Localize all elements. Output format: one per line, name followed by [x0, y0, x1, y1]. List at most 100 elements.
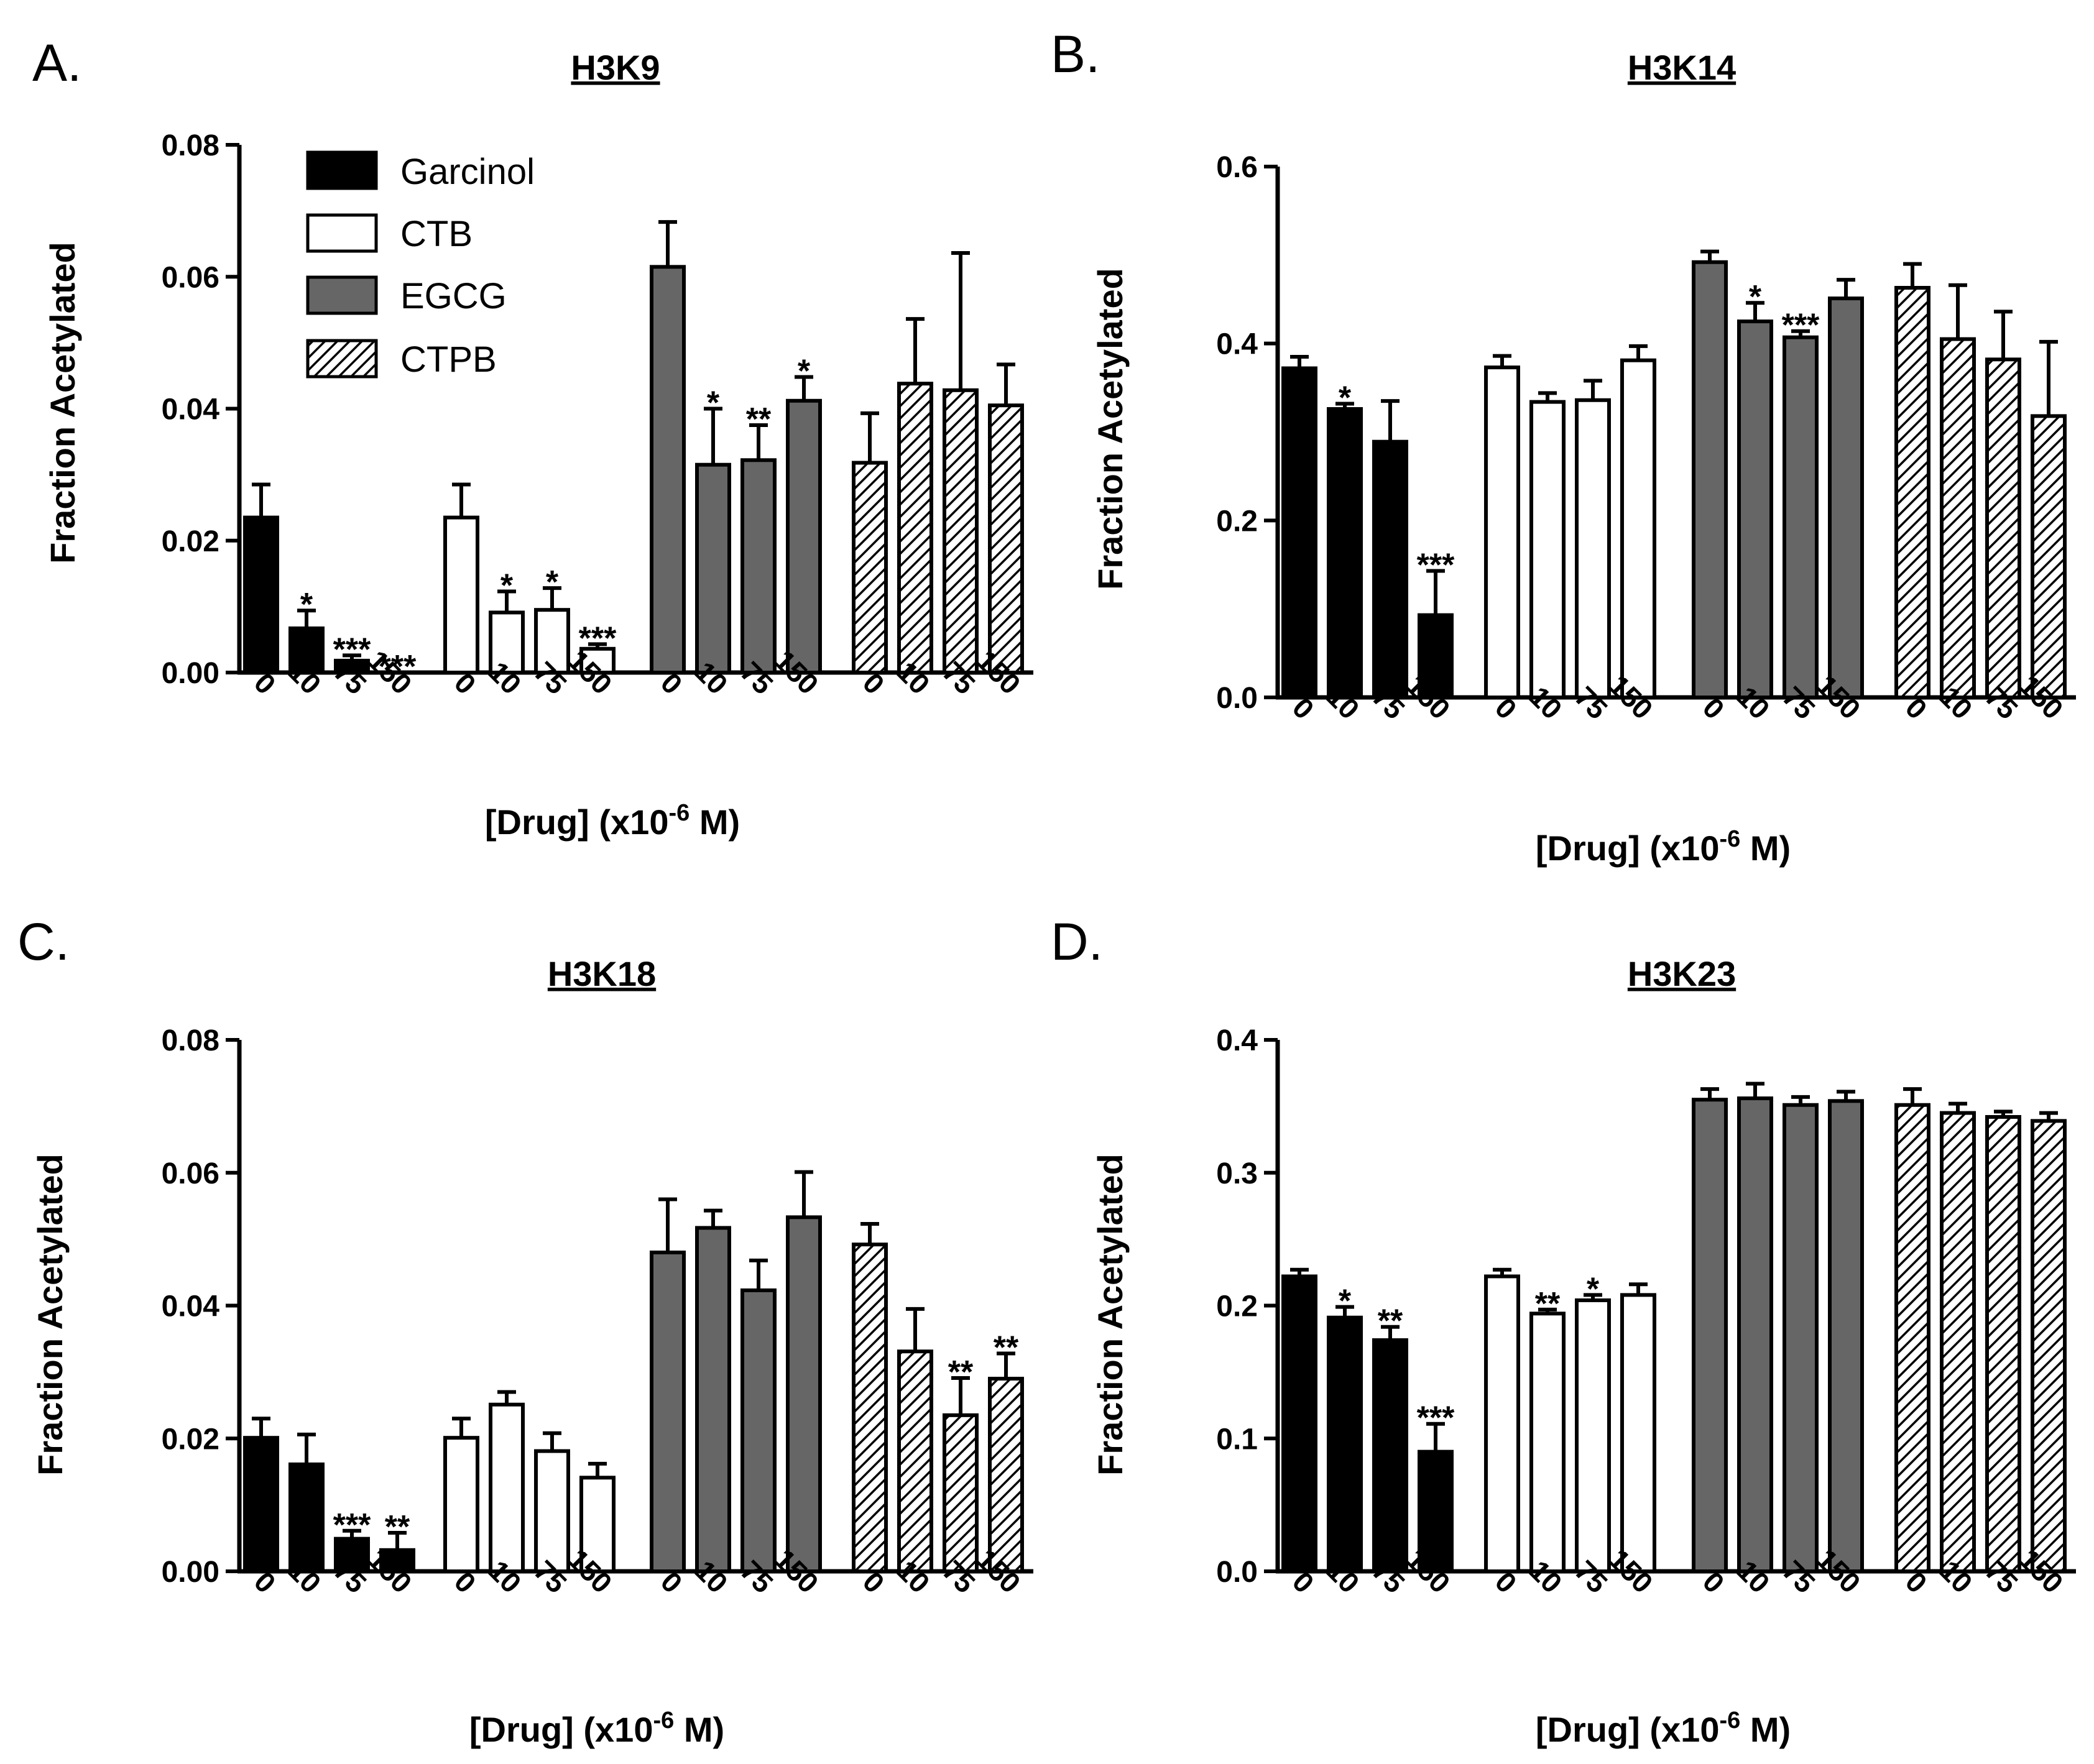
bar	[1783, 335, 1819, 699]
significance-marker: *	[546, 564, 559, 600]
bar	[2031, 414, 2067, 699]
panel-letter: A.	[32, 34, 81, 92]
panel-c: C. H3K18 Fraction Acetylated [Drug] (x10…	[17, 912, 1033, 1749]
significance-marker: **	[746, 402, 772, 438]
bar	[988, 403, 1024, 674]
x-axis-label: [Drug] (x10-6 M)	[469, 1707, 724, 1749]
panel-b: B. H3K14 Fraction Acetylated [Drug] (x10…	[1051, 25, 2076, 868]
y-tick-label: 0.6	[1216, 151, 1258, 184]
plot-area: 0.00.10.20.30.40 10*75**150***0 10**75*150…	[1216, 1024, 2076, 1599]
y-tick-label: 0.08	[162, 1024, 219, 1057]
significance-marker: ***	[333, 632, 371, 668]
y-tick-label: 0.04	[162, 1290, 220, 1323]
significance-marker: ***	[1417, 1400, 1455, 1436]
bar	[489, 610, 525, 675]
bar	[988, 1377, 1024, 1573]
y-tick-label: 0.02	[162, 1423, 219, 1456]
legend-swatch-ctb	[306, 213, 378, 253]
bar	[443, 1436, 479, 1573]
bar	[897, 1349, 933, 1573]
y-tick-label: 0.2	[1216, 1290, 1258, 1323]
bar	[579, 1476, 616, 1573]
bar	[1828, 296, 1864, 699]
bar	[443, 515, 479, 675]
significance-marker: *	[1339, 380, 1352, 416]
legend-swatch-ctpb	[306, 339, 378, 379]
bar	[897, 382, 933, 674]
bar	[1737, 319, 1773, 699]
x-axis-label: [Drug] (x10-6 M)	[1536, 826, 1791, 868]
x-axis-label: [Drug] (x10-6 M)	[1536, 1707, 1791, 1749]
significance-marker: **	[1535, 1286, 1561, 1322]
x-axis-label-text: [Drug] (x10	[469, 1710, 653, 1749]
bar	[1985, 1114, 2021, 1573]
bar	[695, 462, 731, 674]
significance-marker: *	[707, 385, 720, 421]
bar	[1620, 358, 1656, 699]
bar	[334, 658, 370, 674]
bar	[1783, 1103, 1819, 1574]
legend-label-egcg: EGCG	[400, 276, 507, 316]
legend-label-garcinol: Garcinol	[400, 152, 535, 192]
bar	[489, 1402, 525, 1573]
bar	[852, 461, 888, 675]
bar	[1529, 1312, 1566, 1573]
chart-title: H3K23	[1628, 954, 1736, 993]
x-axis-label-exponent: -6	[1719, 1707, 1740, 1734]
y-tick-label: 0.02	[162, 525, 219, 558]
significance-marker: ***	[379, 649, 417, 685]
panel-a: A. H3K9 Fraction Acetylated [Drug] (x10-…	[32, 34, 1033, 842]
significance-marker: ***	[333, 1507, 371, 1543]
bar	[334, 1537, 370, 1574]
chart-title: H3K14	[1628, 48, 1736, 87]
legend-label-ctb: CTB	[400, 214, 473, 254]
y-tick-label: 0.0	[1216, 1556, 1258, 1589]
x-axis-label-text: [Drug] (x10	[485, 802, 669, 842]
bar	[1575, 398, 1611, 699]
significance-marker: *	[1339, 1284, 1352, 1320]
y-axis-label: Fraction Acetylated	[1091, 268, 1130, 590]
significance-marker: **	[385, 1509, 410, 1545]
y-tick-label: 0.04	[162, 393, 220, 426]
bar	[1418, 1449, 1454, 1573]
legend-label-ctpb: CTPB	[400, 339, 497, 380]
chart-title: H3K18	[548, 954, 656, 993]
bar	[852, 1243, 888, 1574]
x-axis-label-text: [Drug] (x10	[1536, 829, 1720, 868]
y-tick-label: 0.3	[1216, 1157, 1258, 1190]
x-axis-label-unit: M)	[690, 802, 740, 842]
bar	[1529, 400, 1566, 700]
bar	[1828, 1099, 1864, 1573]
significance-marker: **	[994, 1330, 1019, 1366]
bar	[243, 1436, 279, 1573]
bar	[379, 1548, 415, 1574]
panel-letter: C.	[17, 912, 70, 971]
bar	[1372, 1338, 1408, 1573]
y-tick-label: 0.4	[1216, 1024, 1258, 1057]
x-axis-label-exponent: -6	[653, 1707, 674, 1734]
bar	[1575, 1298, 1611, 1573]
bar	[534, 608, 570, 675]
significance-marker: *	[798, 354, 811, 390]
y-tick-label: 0.4	[1216, 328, 1258, 361]
y-axis-label: Fraction Acetylated	[43, 242, 82, 564]
bar	[1894, 285, 1930, 700]
legend: Garcinol CTB EGCG CTPB	[306, 150, 535, 380]
bar	[786, 398, 822, 674]
y-tick-label: 0.00	[162, 657, 219, 690]
bar	[1985, 357, 2021, 699]
bar	[1894, 1103, 1930, 1574]
bar	[534, 1449, 570, 1573]
x-axis-label-unit: M)	[1740, 1710, 1791, 1749]
y-axis-label: Fraction Acetylated	[30, 1154, 70, 1476]
bar	[1737, 1096, 1773, 1574]
y-tick-label: 0.0	[1216, 682, 1258, 715]
plot-area: 0.000.020.040.060.080 10 75***150**0 10 7515…	[162, 1024, 1033, 1599]
bar	[1940, 337, 1976, 699]
x-axis-label-text: [Drug] (x10	[1536, 1710, 1720, 1749]
legend-swatch-garcinol	[306, 150, 378, 190]
significance-marker: ***	[1417, 547, 1455, 583]
bar	[786, 1215, 822, 1573]
bar	[1281, 1274, 1317, 1574]
